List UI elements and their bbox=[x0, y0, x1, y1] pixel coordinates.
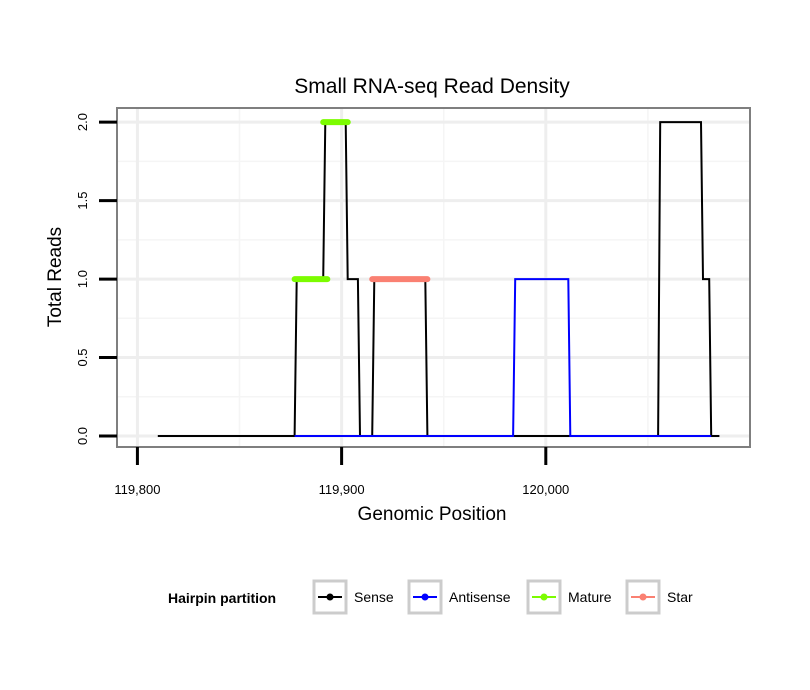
legend-marker-mature bbox=[540, 593, 548, 601]
x-tick-label: 120,000 bbox=[522, 482, 569, 497]
series-layer bbox=[157, 119, 720, 437]
y-axis-title: Total Reads bbox=[45, 227, 66, 327]
y-tick-label: 0.0 bbox=[75, 427, 90, 445]
series-sense-line bbox=[157, 121, 720, 437]
x-axis: 119,800 119,900 120,000 bbox=[114, 447, 569, 497]
y-axis: 0.0 0.5 1.0 1.5 2.0 bbox=[75, 113, 117, 445]
x-tick-label: 119,900 bbox=[319, 482, 365, 497]
legend-label-antisense: Antisense bbox=[449, 589, 511, 605]
y-tick-label: 1.0 bbox=[75, 270, 90, 288]
x-axis-title: Genomic Position bbox=[358, 504, 507, 525]
legend-title: Hairpin partition bbox=[168, 590, 276, 606]
y-tick-label: 1.5 bbox=[75, 192, 90, 210]
y-tick-label: 2.0 bbox=[75, 113, 90, 131]
chart-title: Small RNA-seq Read Density bbox=[294, 75, 570, 98]
plot-panel-border bbox=[116, 107, 751, 448]
legend-label-mature: Mature bbox=[568, 589, 612, 605]
legend-marker-antisense bbox=[421, 593, 429, 601]
y-tick-label: 0.5 bbox=[75, 348, 90, 366]
legend-label-star: Star bbox=[667, 589, 693, 605]
legend-label-sense: Sense bbox=[354, 589, 394, 605]
plot-panel bbox=[117, 108, 750, 447]
series-antisense-line bbox=[294, 278, 712, 437]
x-tick-label: 119,800 bbox=[114, 482, 160, 497]
legend: Hairpin partition Sense Antisense Mature St… bbox=[168, 579, 693, 615]
legend-marker-sense bbox=[326, 593, 334, 601]
legend-marker-star bbox=[639, 593, 647, 601]
